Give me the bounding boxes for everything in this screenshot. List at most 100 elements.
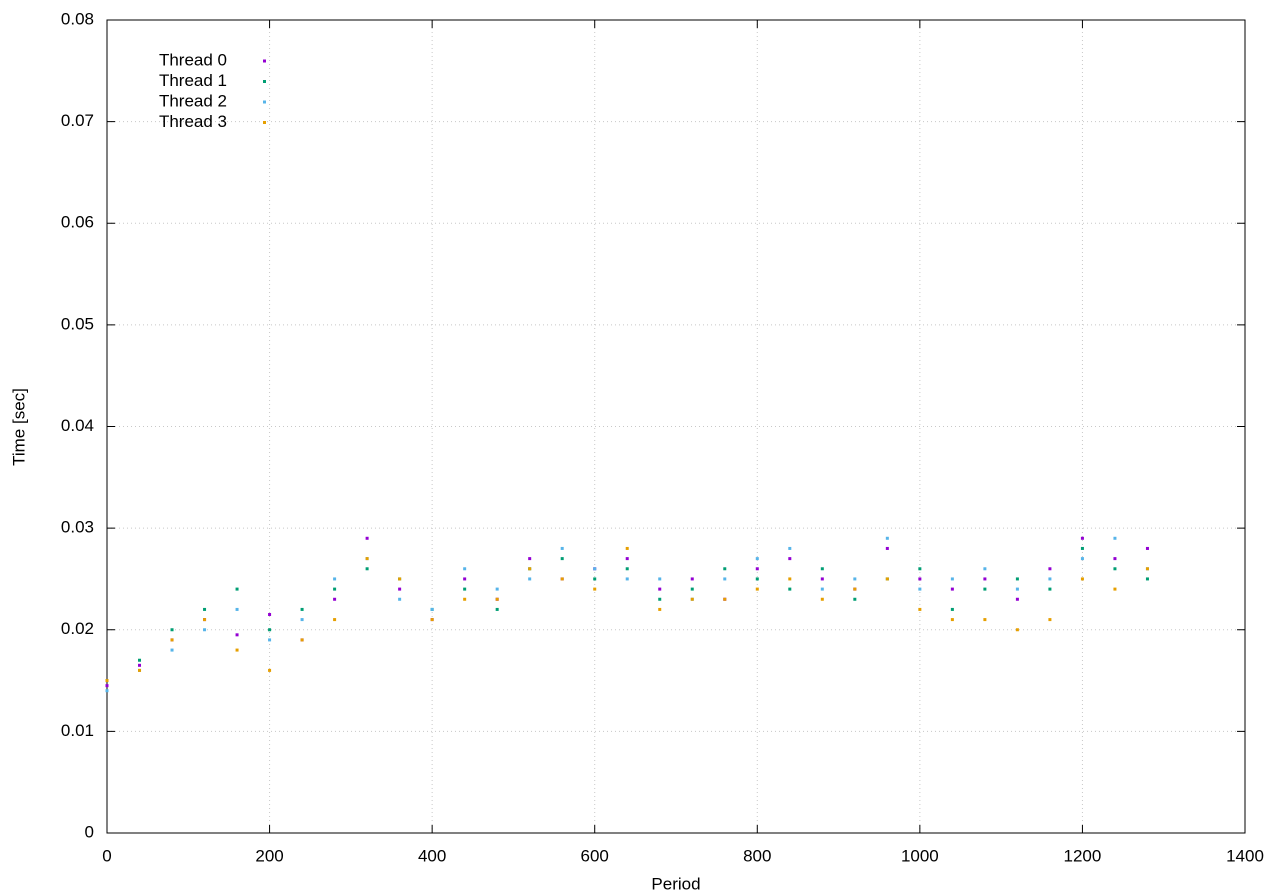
point xyxy=(723,577,727,581)
x-tick-label: 400 xyxy=(418,846,446,865)
point xyxy=(528,577,532,581)
y-axis-label: Time [sec] xyxy=(9,388,28,466)
point xyxy=(625,557,629,561)
point xyxy=(268,638,272,642)
y-tick-label: 0.08 xyxy=(61,9,94,28)
point xyxy=(853,587,857,591)
point xyxy=(105,679,109,683)
point xyxy=(235,587,239,591)
point xyxy=(528,557,532,561)
point xyxy=(365,536,369,540)
point xyxy=(365,557,369,561)
x-tick-label: 1400 xyxy=(1226,846,1264,865)
point xyxy=(820,597,824,601)
point xyxy=(203,618,207,622)
y-tick-label: 0.07 xyxy=(61,111,94,130)
point xyxy=(593,587,597,591)
legend-marker xyxy=(263,100,266,104)
point xyxy=(658,597,662,601)
x-tick-label: 1000 xyxy=(901,846,939,865)
x-axis-label: Period xyxy=(651,874,700,893)
x-tick-label: 200 xyxy=(255,846,283,865)
plot-frame xyxy=(106,19,1246,834)
point xyxy=(1048,587,1052,591)
point xyxy=(138,658,142,662)
point xyxy=(300,618,304,622)
point xyxy=(105,689,109,693)
point xyxy=(723,597,727,601)
point xyxy=(235,633,239,637)
point xyxy=(853,597,857,601)
point xyxy=(918,577,922,581)
point xyxy=(788,557,792,561)
point xyxy=(950,587,954,591)
point xyxy=(983,587,987,591)
point xyxy=(918,587,922,591)
point xyxy=(1048,567,1052,571)
y-tick-label: 0 xyxy=(85,822,94,841)
point xyxy=(463,597,467,601)
point xyxy=(105,684,109,688)
point xyxy=(658,607,662,611)
point xyxy=(625,567,629,571)
point xyxy=(690,587,694,591)
point xyxy=(268,668,272,672)
point xyxy=(1113,536,1117,540)
point xyxy=(560,577,564,581)
point xyxy=(430,618,434,622)
point xyxy=(788,577,792,581)
point xyxy=(138,668,142,672)
legend-marker xyxy=(263,121,266,124)
point xyxy=(950,618,954,622)
y-tick-label: 0.03 xyxy=(61,518,94,537)
legend-label: Thread 1 xyxy=(159,71,227,90)
x-tick-label: 800 xyxy=(743,846,771,865)
point xyxy=(398,587,402,591)
point xyxy=(170,628,174,632)
point xyxy=(268,628,272,632)
point xyxy=(463,587,467,591)
point xyxy=(690,577,694,581)
point xyxy=(1080,577,1084,581)
point xyxy=(1145,567,1149,571)
point xyxy=(333,618,337,622)
point xyxy=(560,557,564,561)
point xyxy=(235,607,239,611)
point xyxy=(170,648,174,652)
point xyxy=(203,607,207,611)
y-tick-label: 0.04 xyxy=(61,416,94,435)
point xyxy=(1080,546,1084,550)
point xyxy=(365,567,369,571)
point xyxy=(1113,587,1117,591)
point xyxy=(983,567,987,571)
legend-label: Thread 2 xyxy=(159,91,227,110)
point xyxy=(983,577,987,581)
point xyxy=(885,577,889,581)
point xyxy=(268,613,272,617)
point xyxy=(593,567,597,571)
point xyxy=(528,567,532,571)
legend-label: Thread 0 xyxy=(159,50,227,69)
point xyxy=(885,546,889,550)
point xyxy=(1015,597,1019,601)
point xyxy=(495,607,499,611)
y-tick-label: 0.05 xyxy=(61,314,94,333)
point xyxy=(690,597,694,601)
y-tick-label: 0.02 xyxy=(61,619,94,638)
point xyxy=(300,607,304,611)
legend-label: Thread 3 xyxy=(159,112,227,131)
legend-marker xyxy=(263,59,266,63)
point xyxy=(755,567,759,571)
point xyxy=(398,577,402,581)
point xyxy=(820,577,824,581)
point xyxy=(333,587,337,591)
point xyxy=(625,546,629,550)
point xyxy=(918,607,922,611)
point xyxy=(1015,577,1019,581)
point xyxy=(755,557,759,561)
point xyxy=(788,546,792,550)
point xyxy=(950,577,954,581)
point xyxy=(1048,577,1052,581)
point xyxy=(1015,587,1019,591)
